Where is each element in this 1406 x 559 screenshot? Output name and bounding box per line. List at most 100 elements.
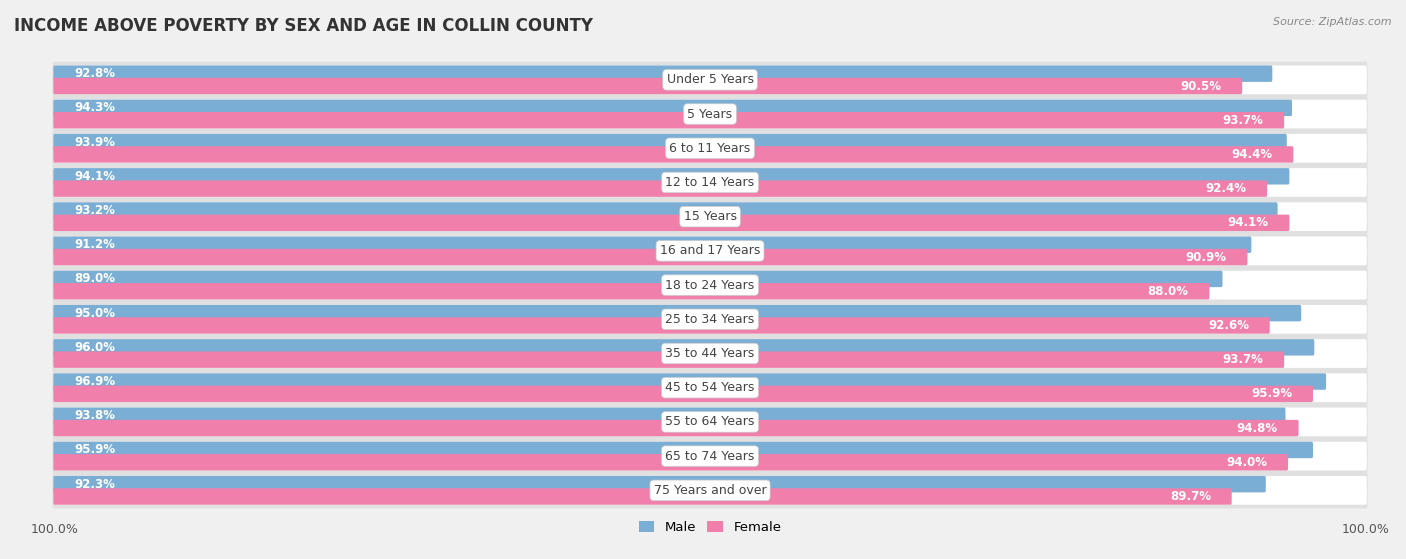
FancyBboxPatch shape bbox=[53, 488, 1367, 505]
FancyBboxPatch shape bbox=[52, 198, 1368, 235]
Text: 93.8%: 93.8% bbox=[75, 409, 115, 422]
FancyBboxPatch shape bbox=[53, 352, 1284, 368]
FancyBboxPatch shape bbox=[52, 130, 1368, 167]
Text: 90.9%: 90.9% bbox=[1185, 250, 1226, 263]
FancyBboxPatch shape bbox=[52, 61, 1368, 98]
FancyBboxPatch shape bbox=[52, 301, 1368, 338]
FancyBboxPatch shape bbox=[53, 283, 1367, 300]
FancyBboxPatch shape bbox=[52, 233, 1368, 269]
FancyBboxPatch shape bbox=[52, 404, 1368, 440]
Text: 94.4%: 94.4% bbox=[1232, 148, 1272, 161]
FancyBboxPatch shape bbox=[53, 454, 1288, 471]
Text: 92.8%: 92.8% bbox=[75, 67, 115, 80]
FancyBboxPatch shape bbox=[53, 236, 1367, 253]
Text: 6 to 11 Years: 6 to 11 Years bbox=[669, 142, 751, 155]
FancyBboxPatch shape bbox=[53, 408, 1285, 424]
FancyBboxPatch shape bbox=[53, 202, 1278, 219]
Text: 91.2%: 91.2% bbox=[75, 238, 115, 251]
FancyBboxPatch shape bbox=[53, 249, 1367, 266]
FancyBboxPatch shape bbox=[53, 420, 1367, 436]
FancyBboxPatch shape bbox=[53, 442, 1313, 458]
FancyBboxPatch shape bbox=[52, 96, 1368, 132]
FancyBboxPatch shape bbox=[53, 454, 1367, 471]
FancyBboxPatch shape bbox=[53, 442, 1367, 458]
FancyBboxPatch shape bbox=[53, 476, 1367, 492]
Text: 75 Years and over: 75 Years and over bbox=[654, 484, 766, 497]
FancyBboxPatch shape bbox=[53, 168, 1289, 184]
Text: 94.0%: 94.0% bbox=[1226, 456, 1267, 469]
FancyBboxPatch shape bbox=[53, 100, 1292, 116]
Text: 93.7%: 93.7% bbox=[1223, 113, 1264, 127]
FancyBboxPatch shape bbox=[52, 369, 1368, 406]
FancyBboxPatch shape bbox=[53, 318, 1367, 334]
Text: 96.0%: 96.0% bbox=[75, 341, 115, 354]
FancyBboxPatch shape bbox=[53, 181, 1367, 197]
Legend: Male, Female: Male, Female bbox=[633, 516, 787, 540]
Text: 18 to 24 Years: 18 to 24 Years bbox=[665, 278, 755, 292]
FancyBboxPatch shape bbox=[53, 373, 1367, 390]
Text: 92.4%: 92.4% bbox=[1205, 182, 1246, 195]
Text: 96.9%: 96.9% bbox=[75, 375, 115, 388]
FancyBboxPatch shape bbox=[53, 386, 1313, 402]
FancyBboxPatch shape bbox=[53, 112, 1284, 129]
FancyBboxPatch shape bbox=[52, 438, 1368, 474]
FancyBboxPatch shape bbox=[53, 420, 1299, 436]
FancyBboxPatch shape bbox=[53, 134, 1367, 150]
FancyBboxPatch shape bbox=[53, 215, 1367, 231]
FancyBboxPatch shape bbox=[53, 134, 1286, 150]
Text: 90.5%: 90.5% bbox=[1181, 79, 1222, 92]
Text: Under 5 Years: Under 5 Years bbox=[666, 73, 754, 86]
Text: 55 to 64 Years: 55 to 64 Years bbox=[665, 415, 755, 428]
FancyBboxPatch shape bbox=[53, 78, 1367, 94]
Text: Source: ZipAtlas.com: Source: ZipAtlas.com bbox=[1274, 17, 1392, 27]
FancyBboxPatch shape bbox=[53, 100, 1367, 116]
Text: 93.2%: 93.2% bbox=[75, 204, 115, 217]
FancyBboxPatch shape bbox=[53, 386, 1367, 402]
FancyBboxPatch shape bbox=[52, 472, 1368, 509]
FancyBboxPatch shape bbox=[53, 305, 1301, 321]
FancyBboxPatch shape bbox=[53, 168, 1367, 184]
Text: 95.9%: 95.9% bbox=[75, 443, 115, 457]
FancyBboxPatch shape bbox=[53, 181, 1267, 197]
FancyBboxPatch shape bbox=[53, 78, 1241, 94]
Text: 94.1%: 94.1% bbox=[1227, 216, 1268, 229]
Text: 16 and 17 Years: 16 and 17 Years bbox=[659, 244, 761, 257]
Text: 45 to 54 Years: 45 to 54 Years bbox=[665, 381, 755, 394]
Text: 94.3%: 94.3% bbox=[75, 101, 115, 115]
Text: 92.6%: 92.6% bbox=[1208, 319, 1249, 332]
FancyBboxPatch shape bbox=[53, 236, 1251, 253]
FancyBboxPatch shape bbox=[53, 271, 1222, 287]
Text: 25 to 34 Years: 25 to 34 Years bbox=[665, 313, 755, 326]
FancyBboxPatch shape bbox=[53, 146, 1294, 163]
Text: 95.9%: 95.9% bbox=[1251, 387, 1292, 400]
Text: 94.8%: 94.8% bbox=[1237, 421, 1278, 434]
FancyBboxPatch shape bbox=[53, 249, 1247, 266]
FancyBboxPatch shape bbox=[53, 146, 1367, 163]
FancyBboxPatch shape bbox=[53, 373, 1326, 390]
Text: 35 to 44 Years: 35 to 44 Years bbox=[665, 347, 755, 360]
FancyBboxPatch shape bbox=[53, 352, 1367, 368]
FancyBboxPatch shape bbox=[52, 164, 1368, 201]
Text: 89.0%: 89.0% bbox=[75, 272, 115, 286]
Text: 5 Years: 5 Years bbox=[688, 107, 733, 121]
Text: 12 to 14 Years: 12 to 14 Years bbox=[665, 176, 755, 189]
FancyBboxPatch shape bbox=[53, 112, 1367, 129]
Text: 93.9%: 93.9% bbox=[75, 136, 115, 149]
FancyBboxPatch shape bbox=[53, 476, 1265, 492]
Text: 95.0%: 95.0% bbox=[75, 307, 115, 320]
FancyBboxPatch shape bbox=[53, 305, 1367, 321]
Text: INCOME ABOVE POVERTY BY SEX AND AGE IN COLLIN COUNTY: INCOME ABOVE POVERTY BY SEX AND AGE IN C… bbox=[14, 17, 593, 35]
FancyBboxPatch shape bbox=[53, 339, 1315, 356]
Text: 92.3%: 92.3% bbox=[75, 478, 115, 491]
FancyBboxPatch shape bbox=[53, 271, 1367, 287]
FancyBboxPatch shape bbox=[53, 283, 1209, 300]
Text: 65 to 74 Years: 65 to 74 Years bbox=[665, 449, 755, 463]
Text: 93.7%: 93.7% bbox=[1223, 353, 1264, 366]
FancyBboxPatch shape bbox=[53, 215, 1289, 231]
FancyBboxPatch shape bbox=[53, 65, 1272, 82]
FancyBboxPatch shape bbox=[53, 488, 1232, 505]
FancyBboxPatch shape bbox=[52, 335, 1368, 372]
FancyBboxPatch shape bbox=[53, 65, 1367, 82]
FancyBboxPatch shape bbox=[53, 408, 1367, 424]
Text: 94.1%: 94.1% bbox=[75, 170, 115, 183]
